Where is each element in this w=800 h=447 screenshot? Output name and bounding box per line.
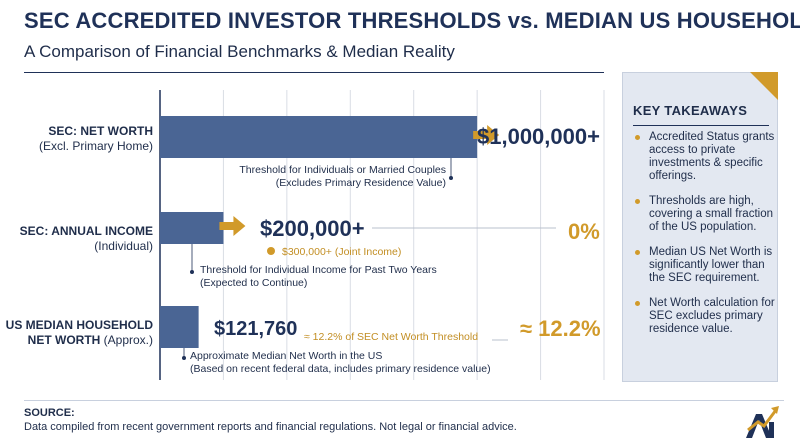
category-label-income: SEC: ANNUAL INCOME (Individual): [3, 224, 153, 254]
bullet-icon: [635, 250, 640, 255]
key-takeaways-list: Accredited Status grants access to priva…: [635, 131, 775, 348]
page-title: SEC ACCREDITED INVESTOR THRESHOLDS vs. M…: [24, 8, 800, 33]
income-connector-dot: [190, 270, 194, 274]
takeaway-item: Net Worth calculation for SEC excludes p…: [635, 297, 775, 336]
income-note-line2: (Expected to Continue): [200, 277, 308, 289]
net-worth-note-line1: Threshold for Individuals or Married Cou…: [239, 164, 446, 176]
bullet-icon: [635, 301, 640, 306]
takeaway-text: Accredited Status grants access to priva…: [649, 131, 775, 182]
income-note-line1: Threshold for Individual Income for Past…: [200, 264, 437, 276]
takeaway-item: Thresholds are high, covering a small fr…: [635, 195, 775, 234]
median-note-line1: Approximate Median Net Worth in the US: [190, 350, 383, 362]
bar-median: [160, 306, 199, 348]
data-label-income: $200,000+: [260, 216, 365, 241]
bar-income: [160, 212, 224, 244]
chart-arrow-logo-icon: [746, 406, 779, 438]
net-worth-note-line2: (Excludes Primary Residence Value): [275, 177, 446, 189]
key-takeaways-divider: [633, 125, 769, 126]
bar-net-worth: [160, 116, 478, 158]
takeaway-item: Median US Net Worth is significantly low…: [635, 246, 775, 285]
takeaway-text: Net Worth calculation for SEC excludes p…: [649, 297, 775, 335]
bar-chart: [159, 90, 605, 380]
category-label-net-worth: SEC: NET WORTH (Excl. Primary Home): [3, 124, 153, 154]
category-label-income-title: SEC: ANNUAL INCOME: [19, 224, 153, 238]
panel-corner-accent: [750, 72, 778, 100]
net-worth-connector-dot: [449, 176, 453, 180]
data-label-net-worth: $1,000,000+: [477, 124, 600, 149]
takeaway-text: Median US Net Worth is significantly low…: [649, 246, 773, 284]
source-divider: [24, 400, 784, 401]
percent-label-median: ≈ 12.2%: [520, 316, 601, 341]
category-label-net-worth-sub: (Excl. Primary Home): [38, 139, 153, 153]
category-label-median-title: US MEDIAN HOUSEHOLD: [5, 318, 153, 332]
income-note: Threshold for Individual Income for Past…: [200, 264, 437, 290]
takeaway-item: Accredited Status grants access to priva…: [635, 131, 775, 183]
bullet-icon: [635, 135, 640, 140]
arrow-income-icon: [219, 216, 246, 236]
arrow-net-worth-icon: [473, 125, 500, 145]
median-note-line2: (Based on recent federal data, includes …: [190, 363, 491, 375]
data-label-median: $121,760: [214, 318, 298, 340]
source-text: Data compiled from recent government rep…: [24, 421, 517, 433]
key-takeaways-title: KEY TAKEAWAYS: [633, 103, 748, 118]
category-label-net-worth-title: SEC: NET WORTH: [48, 124, 153, 138]
title-divider: [24, 72, 604, 73]
median-percent-note: ≈ 12.2% of SEC Net Worth Threshold: [304, 331, 479, 343]
bullet-icon: [635, 199, 640, 204]
key-takeaways-panel: KEY TAKEAWAYS Accredited Status grants a…: [622, 72, 778, 382]
net-worth-note: Threshold for Individuals or Married Cou…: [236, 164, 446, 190]
category-label-income-sub: (Individual): [94, 239, 153, 253]
category-label-median-sub: NET WORTH (Approx.): [27, 333, 153, 347]
median-note: Approximate Median Net Worth in the US (…: [190, 350, 491, 376]
joint-income-dot-icon: [267, 247, 275, 255]
joint-income-note: $300,000+ (Joint Income): [282, 246, 402, 258]
median-connector-dot: [182, 356, 186, 360]
page-subtitle: A Comparison of Financial Benchmarks & M…: [24, 42, 455, 61]
source-label: SOURCE:: [24, 407, 75, 419]
takeaway-text: Thresholds are high, covering a small fr…: [649, 195, 773, 233]
category-label-median: US MEDIAN HOUSEHOLD NET WORTH (Approx.): [3, 318, 153, 348]
percent-label-income: 0%: [568, 219, 600, 244]
